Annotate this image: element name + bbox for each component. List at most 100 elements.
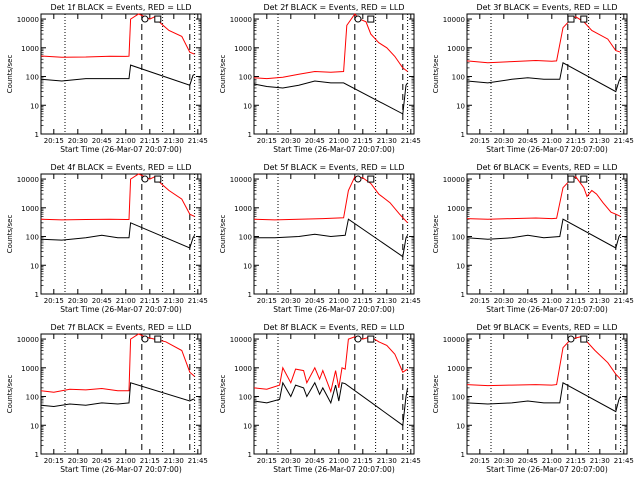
- x-tick-label: 20:30: [281, 457, 301, 465]
- lld-series-line: [253, 336, 408, 394]
- x-axis-label: Start Time (26-Mar-07 20:07:00): [486, 305, 608, 314]
- x-tick-label: 20:45: [92, 457, 112, 465]
- x-tick-label: 21:00: [542, 137, 562, 145]
- x-tick-label: 21:30: [164, 137, 184, 145]
- y-tick-label: 10000: [17, 176, 39, 184]
- x-tick-label: 20:30: [494, 297, 514, 305]
- x-tick-label: 21:15: [566, 457, 586, 465]
- square-marker: [580, 175, 588, 183]
- square-marker: [580, 335, 588, 343]
- y-tick-label: 10: [456, 422, 465, 430]
- circle-marker: [354, 15, 362, 23]
- x-tick-label: 20:45: [518, 137, 538, 145]
- x-tick-label: 21:15: [353, 457, 373, 465]
- chart-title: Det 2f BLACK = Events, RED = LLD: [263, 3, 404, 12]
- x-axis-label: Start Time (26-Mar-07 20:07:00): [273, 145, 395, 154]
- x-tick-label: 21:00: [542, 457, 562, 465]
- y-tick-label: 100: [239, 234, 252, 242]
- x-tick-label: 20:15: [257, 137, 277, 145]
- y-tick-label: 1000: [447, 205, 465, 213]
- y-tick-label: 1: [461, 131, 465, 139]
- y-tick-label: 1000: [234, 365, 252, 373]
- x-tick-label: 21:45: [614, 137, 634, 145]
- chart-title: Det 9f BLACK = Events, RED = LLD: [476, 323, 617, 332]
- x-tick-label: 21:15: [140, 457, 160, 465]
- x-axis-label: Start Time (26-Mar-07 20:07:00): [486, 465, 608, 474]
- y-axis-label: Counts/sec: [219, 375, 227, 414]
- chart-title: Det 5f BLACK = Events, RED = LLD: [263, 163, 404, 172]
- x-tick-label: 20:15: [470, 137, 490, 145]
- square-marker: [567, 175, 575, 183]
- y-tick-label: 10000: [230, 176, 252, 184]
- x-tick-label: 21:00: [542, 297, 562, 305]
- y-tick-label: 1: [461, 291, 465, 299]
- y-tick-label: 1000: [447, 45, 465, 53]
- y-axis-label: Counts/sec: [219, 215, 227, 254]
- x-tick-label: 21:30: [590, 297, 610, 305]
- y-tick-label: 100: [452, 234, 465, 242]
- chart-panel-7: Det 7f BLACK = Events, RED = LLD 1 10 100 10…: [6, 323, 208, 474]
- y-tick-label: 1: [35, 451, 39, 459]
- y-tick-label: 100: [452, 394, 465, 402]
- x-axis-label: Start Time (26-Mar-07 20:07:00): [60, 305, 182, 314]
- x-tick-label: 21:15: [566, 297, 586, 305]
- y-tick-label: 1: [248, 451, 252, 459]
- x-tick-label: 21:45: [188, 297, 208, 305]
- x-tick-label: 21:30: [590, 137, 610, 145]
- x-tick-label: 20:30: [68, 297, 88, 305]
- x-tick-label: 20:30: [494, 457, 514, 465]
- lld-series-line: [253, 13, 408, 80]
- y-tick-label: 10000: [17, 336, 39, 344]
- y-tick-label: 100: [26, 74, 39, 82]
- y-axis-label: Counts/sec: [432, 375, 440, 414]
- x-tick-label: 20:15: [257, 457, 277, 465]
- chart-title: Det 6f BLACK = Events, RED = LLD: [476, 163, 617, 172]
- lld-series-line: [466, 16, 621, 64]
- x-tick-label: 21:15: [353, 297, 373, 305]
- chart-panel-8: Det 8f BLACK = Events, RED = LLD 1 10 100 10…: [219, 323, 421, 474]
- plot-frame: [253, 13, 415, 135]
- x-tick-label: 21:00: [329, 137, 349, 145]
- x-tick-label: 21:15: [566, 137, 586, 145]
- x-tick-label: 21:00: [329, 297, 349, 305]
- x-tick-label: 20:30: [68, 137, 88, 145]
- y-tick-label: 10000: [443, 336, 465, 344]
- y-tick-label: 1000: [21, 365, 39, 373]
- y-axis-label: Counts/sec: [6, 215, 14, 254]
- x-tick-label: 20:30: [68, 457, 88, 465]
- x-tick-label: 20:30: [281, 297, 301, 305]
- chart-title: Det 7f BLACK = Events, RED = LLD: [50, 323, 191, 332]
- x-tick-label: 21:45: [401, 297, 421, 305]
- y-axis-label: Counts/sec: [432, 215, 440, 254]
- chart-title: Det 4f BLACK = Events, RED = LLD: [50, 163, 191, 172]
- x-tick-label: 20:15: [44, 457, 64, 465]
- y-tick-label: 10: [243, 262, 252, 270]
- x-axis-label: Start Time (26-Mar-07 20:07:00): [60, 465, 182, 474]
- x-tick-label: 20:45: [92, 297, 112, 305]
- x-axis-label: Start Time (26-Mar-07 20:07:00): [60, 145, 182, 154]
- chart-panel-5: Det 5f BLACK = Events, RED = LLD 1 10 100 10…: [219, 163, 421, 314]
- x-tick-label: 21:45: [188, 457, 208, 465]
- x-tick-label: 20:45: [518, 297, 538, 305]
- events-series-line: [40, 222, 196, 249]
- square-marker: [154, 175, 162, 183]
- x-tick-label: 20:30: [494, 137, 514, 145]
- y-tick-label: 1000: [447, 365, 465, 373]
- x-tick-label: 20:15: [44, 137, 64, 145]
- y-tick-label: 100: [239, 74, 252, 82]
- y-tick-label: 100: [452, 74, 465, 82]
- plot-frame: [253, 333, 415, 455]
- x-tick-label: 20:45: [305, 457, 325, 465]
- y-tick-label: 10000: [443, 16, 465, 24]
- x-tick-label: 20:45: [305, 137, 325, 145]
- y-axis-label: Counts/sec: [219, 55, 227, 94]
- chart-panel-6: Det 6f BLACK = Events, RED = LLD 1 10 100 10…: [432, 163, 634, 314]
- x-axis-label: Start Time (26-Mar-07 20:07:00): [486, 145, 608, 154]
- events-series-line: [254, 218, 409, 258]
- x-tick-label: 21:00: [116, 457, 136, 465]
- x-tick-label: 21:45: [401, 137, 421, 145]
- circle-marker: [354, 175, 362, 183]
- y-tick-label: 1: [35, 131, 39, 139]
- x-tick-label: 21:45: [614, 457, 634, 465]
